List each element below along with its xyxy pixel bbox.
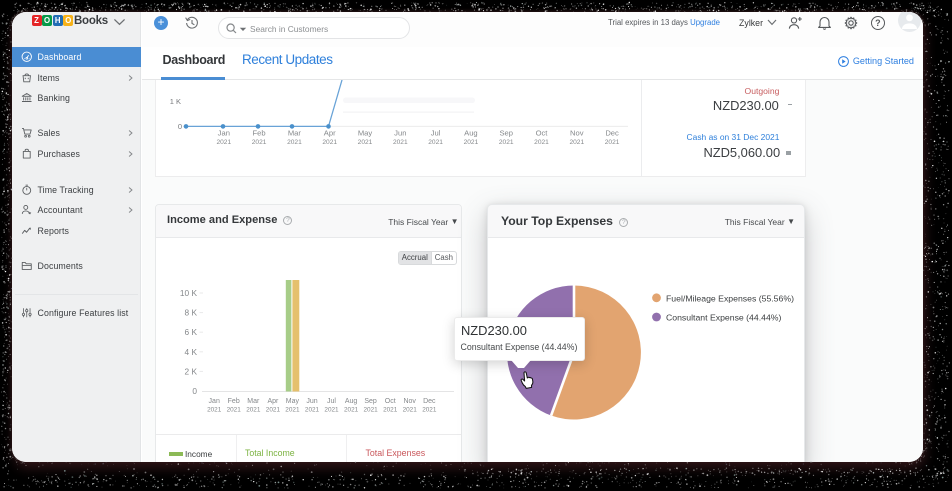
svg-text:2021: 2021 (393, 139, 408, 146)
svg-text:Apr: Apr (267, 398, 279, 405)
svg-text:0: 0 (178, 122, 182, 131)
svg-text:Apr: Apr (324, 129, 336, 138)
svg-text:Sep: Sep (364, 398, 377, 405)
svg-text:2021: 2021 (499, 139, 514, 146)
svg-text:Mar: Mar (288, 129, 302, 138)
svg-text:Jul: Jul (431, 129, 441, 138)
svg-text:Jul: Jul (327, 398, 336, 405)
svg-text:2021: 2021 (207, 407, 222, 414)
svg-text:2021: 2021 (285, 407, 300, 414)
svg-text:2021: 2021 (287, 139, 302, 146)
svg-text:2021: 2021 (428, 139, 443, 146)
svg-text:2021: 2021 (246, 407, 261, 414)
svg-text:Nov: Nov (403, 398, 416, 405)
svg-text:Feb: Feb (253, 129, 266, 138)
svg-text:2021: 2021 (252, 139, 267, 146)
svg-text:2021: 2021 (605, 139, 620, 146)
svg-text:Oct: Oct (385, 398, 396, 405)
svg-text:Aug: Aug (464, 129, 478, 138)
svg-text:Dec: Dec (423, 398, 436, 405)
svg-text:2021: 2021 (227, 407, 242, 414)
svg-text:2021: 2021 (322, 139, 337, 146)
svg-text:6 K: 6 K (185, 327, 198, 337)
svg-text:8 K: 8 K (185, 308, 198, 318)
svg-text:2021: 2021 (358, 139, 373, 146)
svg-text:2021: 2021 (383, 407, 398, 414)
svg-text:2021: 2021 (266, 407, 281, 414)
svg-text:2021: 2021 (344, 407, 359, 414)
svg-text:1 K: 1 K (170, 97, 181, 106)
svg-text:2021: 2021 (363, 407, 378, 414)
svg-text:Dec: Dec (605, 129, 619, 138)
svg-text:2021: 2021 (534, 139, 549, 146)
svg-text:10 K: 10 K (180, 288, 198, 298)
svg-text:0: 0 (192, 386, 197, 396)
svg-text:May: May (286, 398, 300, 405)
svg-text:Consultant Expense (44.44%): Consultant Expense (44.44%) (666, 313, 782, 323)
svg-text:Jun: Jun (394, 129, 406, 138)
svg-text:2021: 2021 (403, 407, 418, 414)
svg-text:May: May (358, 129, 373, 138)
svg-text:Sep: Sep (499, 129, 513, 138)
svg-text:Aug: Aug (345, 398, 358, 405)
svg-text:Jun: Jun (306, 398, 317, 405)
svg-text:Fuel/Mileage Expenses (55.56%): Fuel/Mileage Expenses (55.56%) (666, 293, 794, 303)
svg-text:2 K: 2 K (185, 366, 198, 376)
svg-text:Oct: Oct (536, 129, 549, 138)
svg-text:Mar: Mar (247, 398, 260, 405)
svg-text:Feb: Feb (228, 398, 240, 405)
svg-text:4 K: 4 K (185, 347, 198, 357)
svg-text:2021: 2021 (305, 407, 320, 414)
svg-text:Nov: Nov (570, 129, 584, 138)
svg-text:2021: 2021 (422, 407, 437, 414)
svg-text:2021: 2021 (216, 139, 231, 146)
svg-text:Jan: Jan (218, 129, 230, 138)
svg-text:2021: 2021 (569, 139, 584, 146)
svg-text:2021: 2021 (464, 139, 479, 146)
svg-text:2021: 2021 (324, 407, 339, 414)
svg-text:Jan: Jan (209, 398, 220, 405)
